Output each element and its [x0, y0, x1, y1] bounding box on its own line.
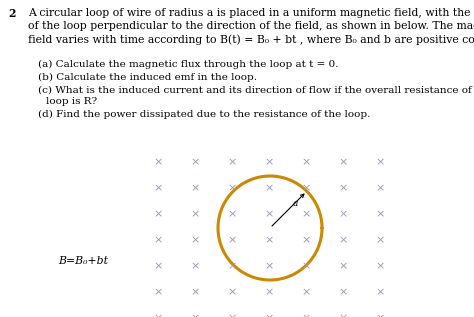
- Text: ×: ×: [338, 235, 348, 245]
- Text: (a) Calculate the magnetic flux through the loop at t = 0.: (a) Calculate the magnetic flux through …: [38, 60, 338, 69]
- Text: ×: ×: [228, 287, 237, 297]
- Text: ×: ×: [375, 183, 385, 193]
- Text: a: a: [292, 199, 298, 208]
- Text: ×: ×: [191, 183, 200, 193]
- Text: ×: ×: [264, 157, 273, 167]
- Text: ×: ×: [301, 261, 310, 271]
- Text: ×: ×: [228, 157, 237, 167]
- Text: ×: ×: [191, 313, 200, 317]
- Text: ×: ×: [375, 261, 385, 271]
- Text: ×: ×: [153, 183, 163, 193]
- Text: ×: ×: [153, 209, 163, 219]
- Text: (d) Find the power dissipated due to the resistance of the loop.: (d) Find the power dissipated due to the…: [38, 110, 370, 119]
- Text: ×: ×: [338, 261, 348, 271]
- Text: ×: ×: [375, 313, 385, 317]
- Text: ×: ×: [153, 261, 163, 271]
- Text: ×: ×: [264, 313, 273, 317]
- Text: ×: ×: [301, 183, 310, 193]
- Text: ×: ×: [264, 287, 273, 297]
- Text: ×: ×: [191, 209, 200, 219]
- Text: field varies with time according to: field varies with time according to: [0, 316, 1, 317]
- Text: ×: ×: [338, 209, 348, 219]
- Text: ×: ×: [375, 287, 385, 297]
- Text: ×: ×: [228, 261, 237, 271]
- Text: 2: 2: [8, 8, 16, 19]
- Text: loop is R?: loop is R?: [46, 97, 97, 106]
- Text: ×: ×: [191, 157, 200, 167]
- Text: ×: ×: [228, 209, 237, 219]
- Text: ×: ×: [264, 183, 273, 193]
- Text: (b) Calculate the induced emf in the loop.: (b) Calculate the induced emf in the loo…: [38, 73, 257, 82]
- Text: ×: ×: [264, 209, 273, 219]
- Text: ×: ×: [301, 157, 310, 167]
- Text: ×: ×: [338, 287, 348, 297]
- Text: ×: ×: [153, 235, 163, 245]
- Text: ×: ×: [191, 235, 200, 245]
- Text: ×: ×: [228, 235, 237, 245]
- Text: ×: ×: [228, 313, 237, 317]
- Text: ×: ×: [264, 235, 273, 245]
- Text: ×: ×: [228, 183, 237, 193]
- Text: ×: ×: [338, 157, 348, 167]
- Text: field varies with time according to B(t) = B₀ + bt , where B₀ and b are positive: field varies with time according to B(t)…: [0, 316, 1, 317]
- Text: ×: ×: [264, 261, 273, 271]
- Text: ×: ×: [153, 157, 163, 167]
- Text: (c) What is the induced current and its direction of flow if the overall resista: (c) What is the induced current and its …: [38, 86, 474, 95]
- Text: field varies with time according to B(t) = B₀ + bt , where B₀ and b are positive: field varies with time according to B(t)…: [28, 34, 474, 45]
- Text: ×: ×: [375, 209, 385, 219]
- Text: ×: ×: [301, 235, 310, 245]
- Text: ×: ×: [338, 313, 348, 317]
- Text: ×: ×: [153, 313, 163, 317]
- Text: ×: ×: [375, 157, 385, 167]
- Text: ×: ×: [301, 209, 310, 219]
- Text: ×: ×: [191, 261, 200, 271]
- Text: ×: ×: [375, 235, 385, 245]
- Text: ×: ×: [301, 313, 310, 317]
- Text: B=B₀+bt: B=B₀+bt: [58, 256, 108, 266]
- Text: ×: ×: [338, 183, 348, 193]
- Text: A circular loop of wire of radius a is placed in a uniform magnetic field, with : A circular loop of wire of radius a is p…: [28, 8, 474, 18]
- Text: of the loop perpendicular to the direction of the field, as shown in below. The : of the loop perpendicular to the directi…: [28, 21, 474, 31]
- Text: ×: ×: [191, 287, 200, 297]
- Text: ×: ×: [301, 287, 310, 297]
- Text: ×: ×: [153, 287, 163, 297]
